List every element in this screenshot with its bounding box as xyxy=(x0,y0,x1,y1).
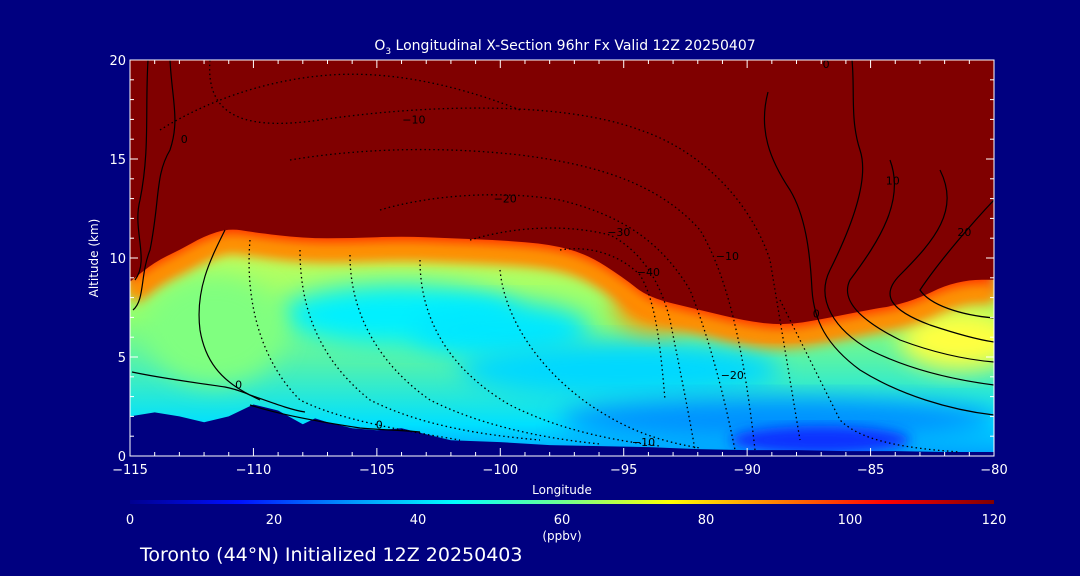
colorbar-tick-label-1: 20 xyxy=(266,513,283,528)
contour-dotted-stratos xyxy=(159,73,521,131)
y-tick-label-4: 20 xyxy=(109,54,126,69)
y-tick-label-2: 10 xyxy=(109,252,126,267)
colorbar-tick-label-2: 40 xyxy=(410,513,427,528)
y-axis: 0 5 10 15 20 xyxy=(109,54,994,465)
contour-dotted-15 xyxy=(289,148,756,451)
contour-dotted-inner-2 xyxy=(299,249,541,441)
contour-dotted-east xyxy=(779,299,961,453)
contour-lines xyxy=(131,60,994,433)
contour-label-6: −20 xyxy=(721,369,744,382)
y-tick-label-1: 5 xyxy=(118,351,126,366)
green-west-band xyxy=(145,275,285,385)
contour-zero-low xyxy=(249,404,421,433)
contour-label-2: −20 xyxy=(494,193,517,206)
colorbar-unit-label: (ppbv) xyxy=(542,529,581,543)
x-tick-label-3: −100 xyxy=(482,463,518,478)
high-ozone-region xyxy=(130,60,994,325)
contour-label-7: −10 xyxy=(632,436,655,449)
terrain-mask xyxy=(130,404,994,456)
contour-east-solid-4 xyxy=(889,169,994,343)
contour-label-10: 0 xyxy=(813,307,820,320)
contour-labels: 0 −10 −20 −30 −40 −10 −20 −10 0 0 0 0 10 20 xyxy=(181,58,972,449)
y-tick-label-3: 15 xyxy=(109,153,126,168)
contour-label-12: 10 xyxy=(886,175,900,188)
colorbar-tick-label-5: 100 xyxy=(838,513,863,528)
colorbar-tick-label-0: 0 xyxy=(126,513,134,528)
colorbar-ticks: 0 20 40 60 80 100 120 xyxy=(126,513,1007,528)
x-tick-label-0: −115 xyxy=(112,463,148,478)
tropopause-edge-band-outer xyxy=(130,233,994,349)
plot-area: 0 −10 −20 −30 −40 −10 −20 −10 0 0 0 0 10 20 xyxy=(130,58,994,456)
contour-east-solid-2 xyxy=(824,60,994,386)
x-axis: −115 −110 −105 −100 −95 −90 −85 −80 xyxy=(112,60,1008,478)
contour-label-11: 0 xyxy=(823,58,830,71)
contour-west-solid-3 xyxy=(198,229,306,413)
footer-station-info: Toronto (44°N) Initialized 12Z 20250403 xyxy=(139,544,523,566)
contour-west-solid-1 xyxy=(134,60,149,281)
colorbar-tick-label-6: 120 xyxy=(982,513,1007,528)
x-tick-label-4: −95 xyxy=(610,463,637,478)
x-tick-label-6: −85 xyxy=(857,463,884,478)
lowlevel-deep-blue xyxy=(730,426,910,454)
contour-west-solid-2 xyxy=(132,60,176,311)
x-tick-label-2: −105 xyxy=(359,463,395,478)
chart-title: O3 Longitudinal X-Section 96hr Fx Valid … xyxy=(374,38,755,57)
y-tick-label-0: 0 xyxy=(118,450,126,465)
contour-label-9: 0 xyxy=(376,418,383,431)
contour-label-0: 0 xyxy=(181,133,188,146)
contour-dotted-inner-3 xyxy=(349,254,601,445)
contour-east-solid-3 xyxy=(846,159,994,363)
cyan-core-center xyxy=(410,302,590,358)
contour-west-solid-4 xyxy=(131,371,261,401)
contour-dotted-inner-5 xyxy=(499,269,701,449)
cyan-core-east xyxy=(460,342,780,398)
x-axis-label: Longitude xyxy=(532,483,592,497)
contour-label-4: −40 xyxy=(637,266,660,279)
colorbar-tick-label-3: 60 xyxy=(554,513,571,528)
contour-lines-dotted xyxy=(159,60,961,453)
contour-label-8: 0 xyxy=(235,379,242,392)
x-tick-label-5: −90 xyxy=(733,463,760,478)
x-tick-label-1: −110 xyxy=(236,463,272,478)
x-tick-label-7: −80 xyxy=(980,463,1007,478)
east-low-yellow xyxy=(900,310,994,370)
contour-dotted-10 xyxy=(209,60,801,441)
colorbar-tick-label-4: 80 xyxy=(698,513,715,528)
contour-label-13: 20 xyxy=(957,226,971,239)
contour-east-solid-1 xyxy=(763,91,994,416)
contour-label-5: −10 xyxy=(716,250,739,263)
contour-label-3: −30 xyxy=(607,226,630,239)
contour-label-1: −10 xyxy=(402,113,425,126)
contour-east-solid-5 xyxy=(919,199,994,319)
colorbar xyxy=(130,500,994,504)
y-axis-label: Altitude (km) xyxy=(87,219,101,298)
contour-dotted-30 xyxy=(469,227,696,451)
